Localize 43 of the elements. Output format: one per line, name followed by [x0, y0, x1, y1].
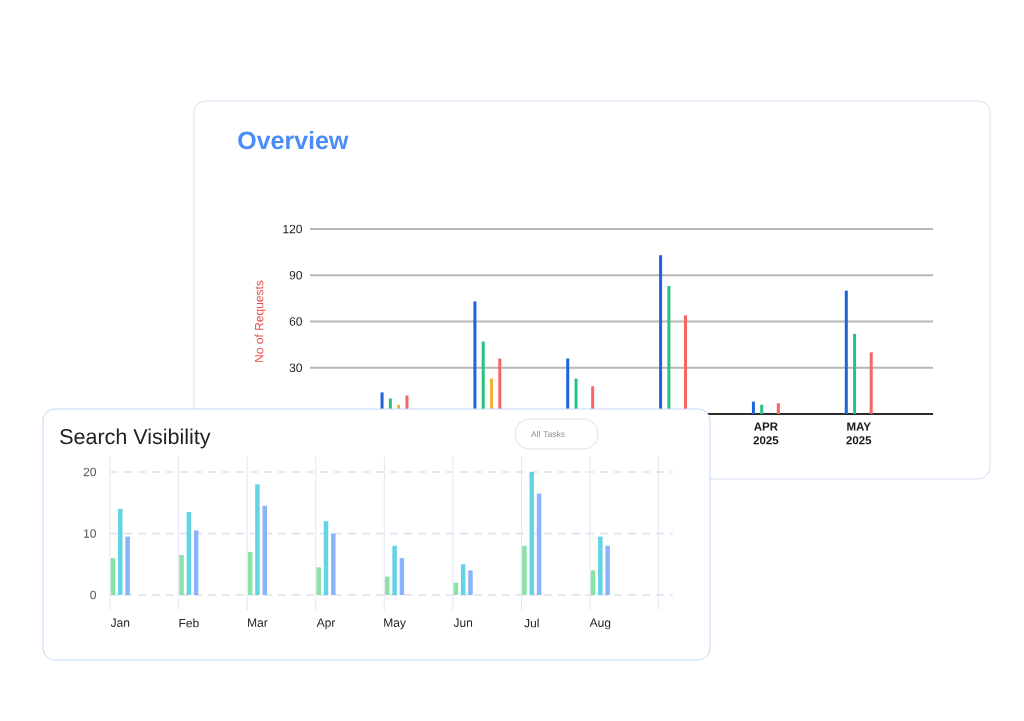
- bar: [468, 570, 473, 595]
- bar: [529, 472, 534, 595]
- y-tick-label: 10: [84, 529, 97, 538]
- bar: [760, 404, 764, 414]
- x-tick-label: Feb: [179, 618, 199, 628]
- bar: [125, 536, 130, 595]
- y-tick-label: 90: [289, 271, 303, 280]
- bar: [460, 564, 466, 595]
- x-tick-label: Aug: [589, 618, 611, 630]
- bar: [255, 484, 260, 595]
- x-tick-label: Jul: [524, 618, 539, 628]
- bar: [598, 536, 603, 595]
- bar: [844, 290, 848, 414]
- bar: [605, 545, 610, 595]
- y-tick-label: 20: [83, 467, 97, 477]
- x-tick-label: APR 2025: [753, 422, 779, 445]
- bar: [118, 508, 123, 595]
- chart-title: Search Visibility: [60, 428, 211, 449]
- y-tick-label: 120: [283, 224, 303, 234]
- bar: [316, 567, 321, 595]
- bar: [751, 401, 755, 414]
- bar: [331, 533, 336, 595]
- bar: [392, 545, 397, 595]
- x-tick-label: Jan: [110, 618, 130, 627]
- bar: [262, 505, 267, 595]
- y-tick-label: 60: [289, 317, 303, 326]
- bar: [869, 352, 873, 414]
- bar: [522, 545, 527, 595]
- bar: [385, 576, 390, 595]
- x-tick-label: MAY 2025: [846, 422, 872, 445]
- bar: [590, 570, 596, 595]
- y-tick-label: 30: [289, 363, 303, 372]
- y-axis-title: No of Requests: [254, 280, 266, 362]
- y-tick-label: 0: [90, 590, 97, 600]
- x-tick-label: Apr: [316, 618, 336, 630]
- x-tick-label: Mar: [248, 618, 268, 627]
- chart-title: Overview: [238, 130, 349, 150]
- bar: [853, 333, 857, 414]
- text: All Tasks: [531, 430, 565, 438]
- x-tick-label: Jun: [453, 618, 473, 627]
- bar: [179, 555, 184, 595]
- x-tick-label: May: [384, 618, 406, 630]
- bar: [776, 403, 780, 414]
